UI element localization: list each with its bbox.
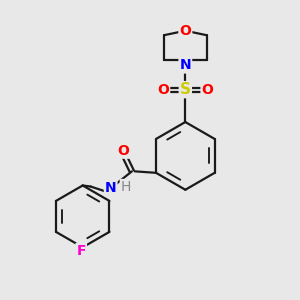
Text: O: O (157, 82, 169, 97)
Text: F: F (76, 244, 86, 258)
Text: S: S (180, 82, 191, 97)
Text: O: O (202, 82, 213, 97)
Text: N: N (179, 58, 191, 73)
Text: H: H (121, 180, 131, 194)
Text: O: O (117, 144, 129, 158)
Text: N: N (105, 182, 116, 195)
Text: O: O (179, 24, 191, 38)
